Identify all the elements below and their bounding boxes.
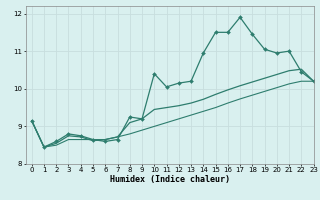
X-axis label: Humidex (Indice chaleur): Humidex (Indice chaleur) — [109, 175, 230, 184]
